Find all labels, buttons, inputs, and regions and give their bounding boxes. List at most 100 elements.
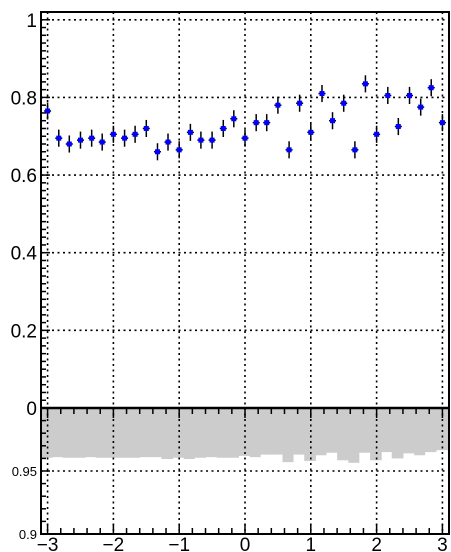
ratio-bin	[249, 408, 261, 458]
data-point	[351, 141, 359, 159]
data-point	[307, 123, 315, 141]
ratio-bin	[128, 408, 141, 458]
ratio-bin	[139, 408, 152, 458]
data-point	[318, 84, 326, 103]
marker	[209, 137, 215, 143]
upper-y-tick-label: 0.4	[11, 244, 38, 265]
ratio-bin	[381, 408, 393, 453]
marker	[77, 137, 83, 143]
x-tick-label: 3	[437, 535, 448, 552]
x-tick-label: −2	[103, 535, 125, 552]
ratio-bin	[304, 408, 316, 461]
ratio-bin	[194, 408, 207, 458]
lower-y-tick-label: 0.95	[12, 464, 37, 479]
marker	[297, 100, 303, 106]
efficiency-panel: 0 0.2 0.4 0.6 0.8 1	[11, 11, 450, 420]
data-point	[153, 143, 161, 161]
ratio-bin	[271, 408, 284, 455]
ratio-bin	[161, 408, 174, 460]
marker	[286, 147, 292, 153]
ratio-bin	[293, 408, 305, 455]
marker	[56, 135, 62, 141]
data-point	[55, 129, 63, 147]
data-point	[438, 114, 446, 132]
upper-y-tick-label: 0.6	[11, 166, 37, 187]
data-point	[296, 94, 304, 112]
ratio-bin	[183, 408, 195, 460]
ratio-bin	[227, 408, 239, 458]
ratio-bin	[358, 408, 371, 453]
marker	[231, 116, 237, 122]
upper-y-tick-label: 1	[26, 11, 37, 32]
data-point	[329, 112, 337, 130]
ratio-bin	[325, 408, 338, 453]
x-tick-label: −1	[168, 535, 190, 552]
ratio-bin	[370, 408, 382, 461]
marker	[330, 118, 336, 124]
data-point	[208, 131, 216, 149]
data-point	[131, 125, 139, 143]
marker	[439, 120, 445, 126]
data-point	[65, 135, 73, 153]
upper-y-tick-label: 0.2	[11, 321, 37, 342]
marker	[66, 141, 72, 147]
ratio-bin	[106, 408, 119, 458]
marker	[253, 120, 259, 126]
ratio-bin	[315, 408, 327, 456]
marker	[143, 125, 149, 131]
marker	[242, 135, 248, 141]
marker	[319, 91, 325, 97]
marker	[176, 147, 182, 153]
marker	[418, 104, 424, 110]
marker	[220, 125, 226, 131]
data-point	[241, 129, 249, 147]
marker	[352, 147, 358, 153]
marker	[110, 131, 116, 137]
upper-y-tick-label: 0	[26, 399, 37, 420]
ratio-bin	[282, 408, 294, 463]
marker	[428, 85, 434, 91]
marker	[395, 124, 401, 130]
ratio-bin	[150, 408, 162, 458]
ratio-bin	[435, 408, 450, 451]
ratio-bin	[216, 408, 228, 458]
ratio-bin	[260, 408, 272, 455]
x-tick-label: 1	[306, 535, 317, 552]
data-point	[230, 110, 238, 128]
ratio-bin	[52, 408, 64, 458]
marker	[45, 108, 51, 114]
data-point	[164, 133, 172, 151]
marker	[165, 139, 171, 145]
ratio-bin	[41, 408, 53, 458]
data-point	[406, 86, 414, 105]
marker	[374, 131, 380, 137]
data-point	[98, 133, 106, 151]
data-point	[361, 75, 369, 93]
data-point	[373, 125, 381, 143]
data-point	[285, 141, 293, 159]
marker	[385, 92, 391, 98]
ratio-bin	[337, 408, 349, 461]
data-point	[340, 94, 348, 112]
marker	[122, 135, 128, 141]
marker	[89, 135, 95, 141]
x-tick-label: −3	[37, 535, 59, 552]
lower-y-tick-label: 0.9	[19, 527, 37, 542]
ratio-bin	[172, 408, 185, 458]
data-point	[197, 131, 205, 149]
data-point	[121, 129, 129, 147]
ratio-bin	[73, 408, 86, 458]
marker	[308, 129, 314, 135]
marker	[275, 102, 281, 108]
data-point	[109, 125, 117, 143]
marker	[362, 81, 368, 87]
ratio-bin	[402, 408, 415, 454]
upper-y-tick-label: 0.8	[11, 88, 37, 109]
marker	[264, 120, 270, 126]
marker	[132, 131, 138, 137]
marker	[154, 149, 160, 155]
marker	[198, 137, 204, 143]
x-tick-label: 0	[240, 535, 251, 552]
ratio-bin	[95, 408, 108, 458]
